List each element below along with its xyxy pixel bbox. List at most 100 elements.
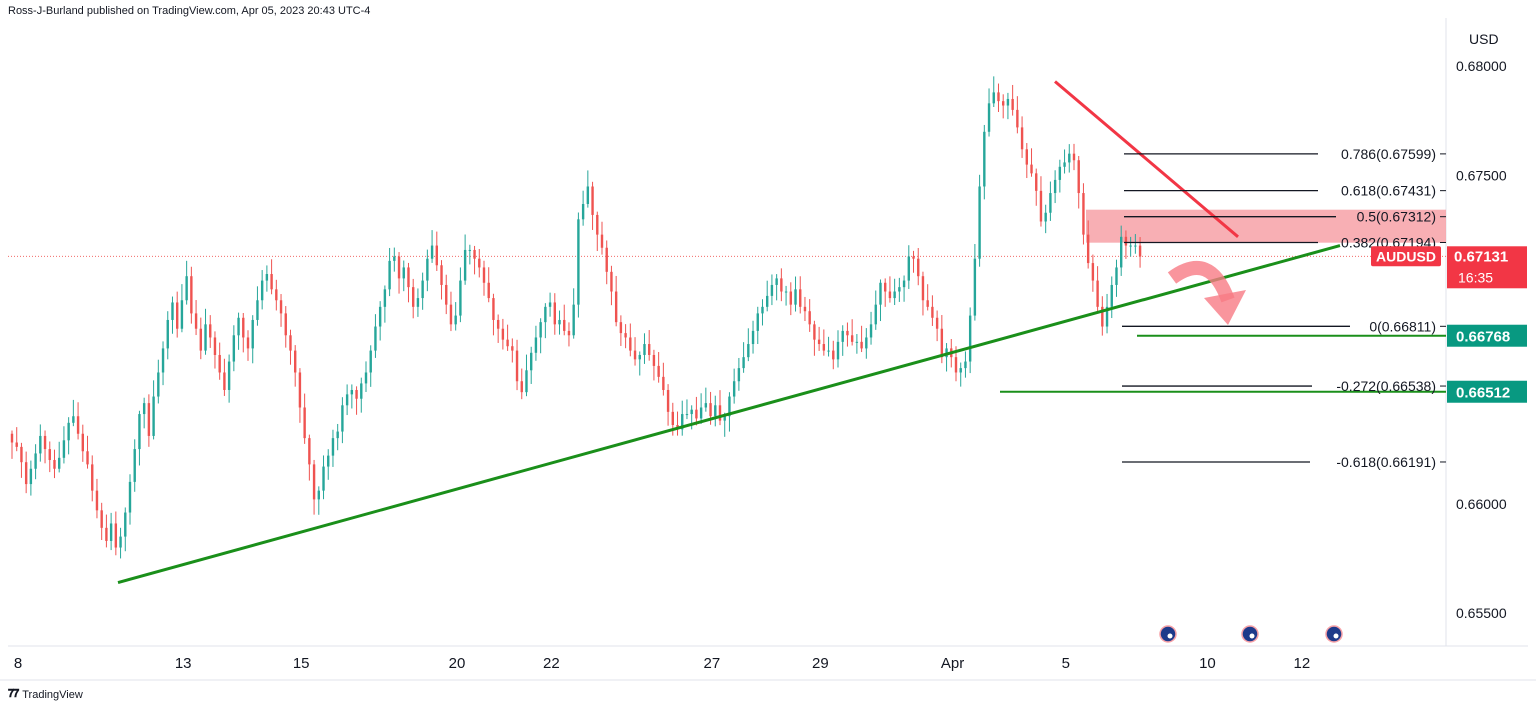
- candle-body: [629, 337, 632, 351]
- candle-body: [1044, 212, 1047, 222]
- support-price-box: [1447, 380, 1527, 403]
- candle-body: [638, 354, 641, 360]
- candle-body: [728, 396, 731, 417]
- candle-body: [412, 287, 415, 307]
- candle-body: [978, 186, 981, 259]
- candle-body: [558, 319, 561, 325]
- candle-body: [124, 512, 127, 537]
- x-tick-label: 10: [1199, 655, 1216, 672]
- candle-body: [973, 258, 977, 316]
- candle-body: [298, 372, 302, 408]
- candle-body: [907, 256, 910, 281]
- tradingview-footer[interactable]: 𝟕𝟕 TradingView: [8, 688, 83, 701]
- tradingview-brand: TradingView: [22, 688, 83, 701]
- candle-body: [737, 368, 741, 382]
- candle-body: [685, 414, 689, 416]
- candle-body: [860, 341, 863, 349]
- fib-level-label: -0.618(0.66191): [1336, 454, 1436, 470]
- candle-body: [147, 403, 151, 436]
- candle-body: [1124, 236, 1128, 246]
- candle-body: [10, 433, 14, 443]
- candle-body: [100, 510, 103, 528]
- candle-body: [652, 354, 656, 366]
- candle-body: [605, 247, 608, 272]
- candle-body: [1091, 263, 1095, 281]
- candle-body: [912, 256, 915, 259]
- candle-body: [237, 317, 240, 336]
- candle-body: [666, 389, 670, 412]
- fib-level-label: 0.786(0.67599): [1341, 146, 1436, 162]
- us-flag-icon[interactable]: [1241, 625, 1259, 643]
- candle-body: [1035, 173, 1038, 191]
- candle-body: [553, 302, 556, 325]
- candle-body: [473, 249, 476, 259]
- candle-body: [747, 344, 750, 358]
- candle-body: [478, 258, 481, 268]
- candle-body: [260, 280, 264, 301]
- candle-body: [681, 414, 684, 430]
- candle-body: [662, 376, 665, 390]
- candles-group: [10, 76, 1142, 559]
- candle-body: [563, 319, 566, 331]
- candle-body: [128, 481, 132, 513]
- candle-body: [699, 407, 703, 419]
- candle-body: [803, 306, 807, 312]
- candle-body: [732, 381, 736, 397]
- candle-body: [1129, 245, 1132, 247]
- x-tick-label: Apr: [941, 655, 964, 672]
- candle-body: [770, 284, 774, 296]
- candle-body: [421, 280, 424, 299]
- candle-body: [614, 291, 618, 323]
- candle-body: [671, 411, 674, 425]
- candle-body: [968, 315, 972, 362]
- au-flag-icon[interactable]: [1325, 625, 1343, 643]
- candle-body: [496, 319, 500, 329]
- au-flag-icon[interactable]: [1159, 625, 1177, 643]
- candle-body: [808, 311, 811, 325]
- candle-body: [1016, 109, 1019, 128]
- candle-body: [199, 328, 202, 351]
- x-tick-label: 22: [543, 655, 560, 672]
- candle-body: [695, 409, 698, 419]
- candle-body: [15, 442, 18, 447]
- candle-body: [1039, 190, 1043, 222]
- candle-body: [926, 300, 929, 307]
- candle-body: [827, 350, 830, 352]
- candle-body: [43, 435, 47, 450]
- candle-body: [1101, 306, 1104, 327]
- x-tick-label: 13: [175, 655, 192, 672]
- candle-body: [850, 335, 854, 342]
- candle-body: [1025, 149, 1028, 165]
- candle-body: [567, 330, 571, 336]
- candle-body: [935, 317, 939, 329]
- candle-body: [766, 295, 769, 307]
- fib-level-label: 0.618(0.67431): [1341, 183, 1436, 199]
- candle-body: [312, 464, 316, 500]
- au-flag-icon-circle: [1159, 625, 1177, 643]
- candle-body: [530, 352, 533, 371]
- candle-body: [440, 265, 443, 285]
- candle-body: [704, 403, 708, 408]
- support-price-label: 0.66768: [1456, 329, 1510, 346]
- candle-body: [855, 341, 859, 343]
- candle-body: [463, 249, 467, 281]
- candle-body: [548, 302, 552, 307]
- candle-body: [610, 271, 613, 292]
- candle-body: [902, 280, 906, 288]
- candle-body: [227, 361, 231, 390]
- candle-body: [430, 245, 434, 259]
- candle-body: [619, 322, 623, 334]
- candle-body: [95, 490, 99, 511]
- candle-body: [784, 291, 788, 293]
- fib-level-label: 0.5(0.67312): [1357, 209, 1436, 225]
- candle-body: [341, 405, 344, 432]
- candle-body: [1053, 179, 1057, 194]
- candle-body: [161, 348, 165, 373]
- candle-body: [435, 245, 438, 266]
- candle-body: [657, 365, 660, 377]
- candle-body: [388, 260, 391, 290]
- au-flag-icon-circle: [1325, 625, 1343, 643]
- candle-body: [374, 326, 377, 351]
- candle-body: [157, 372, 160, 397]
